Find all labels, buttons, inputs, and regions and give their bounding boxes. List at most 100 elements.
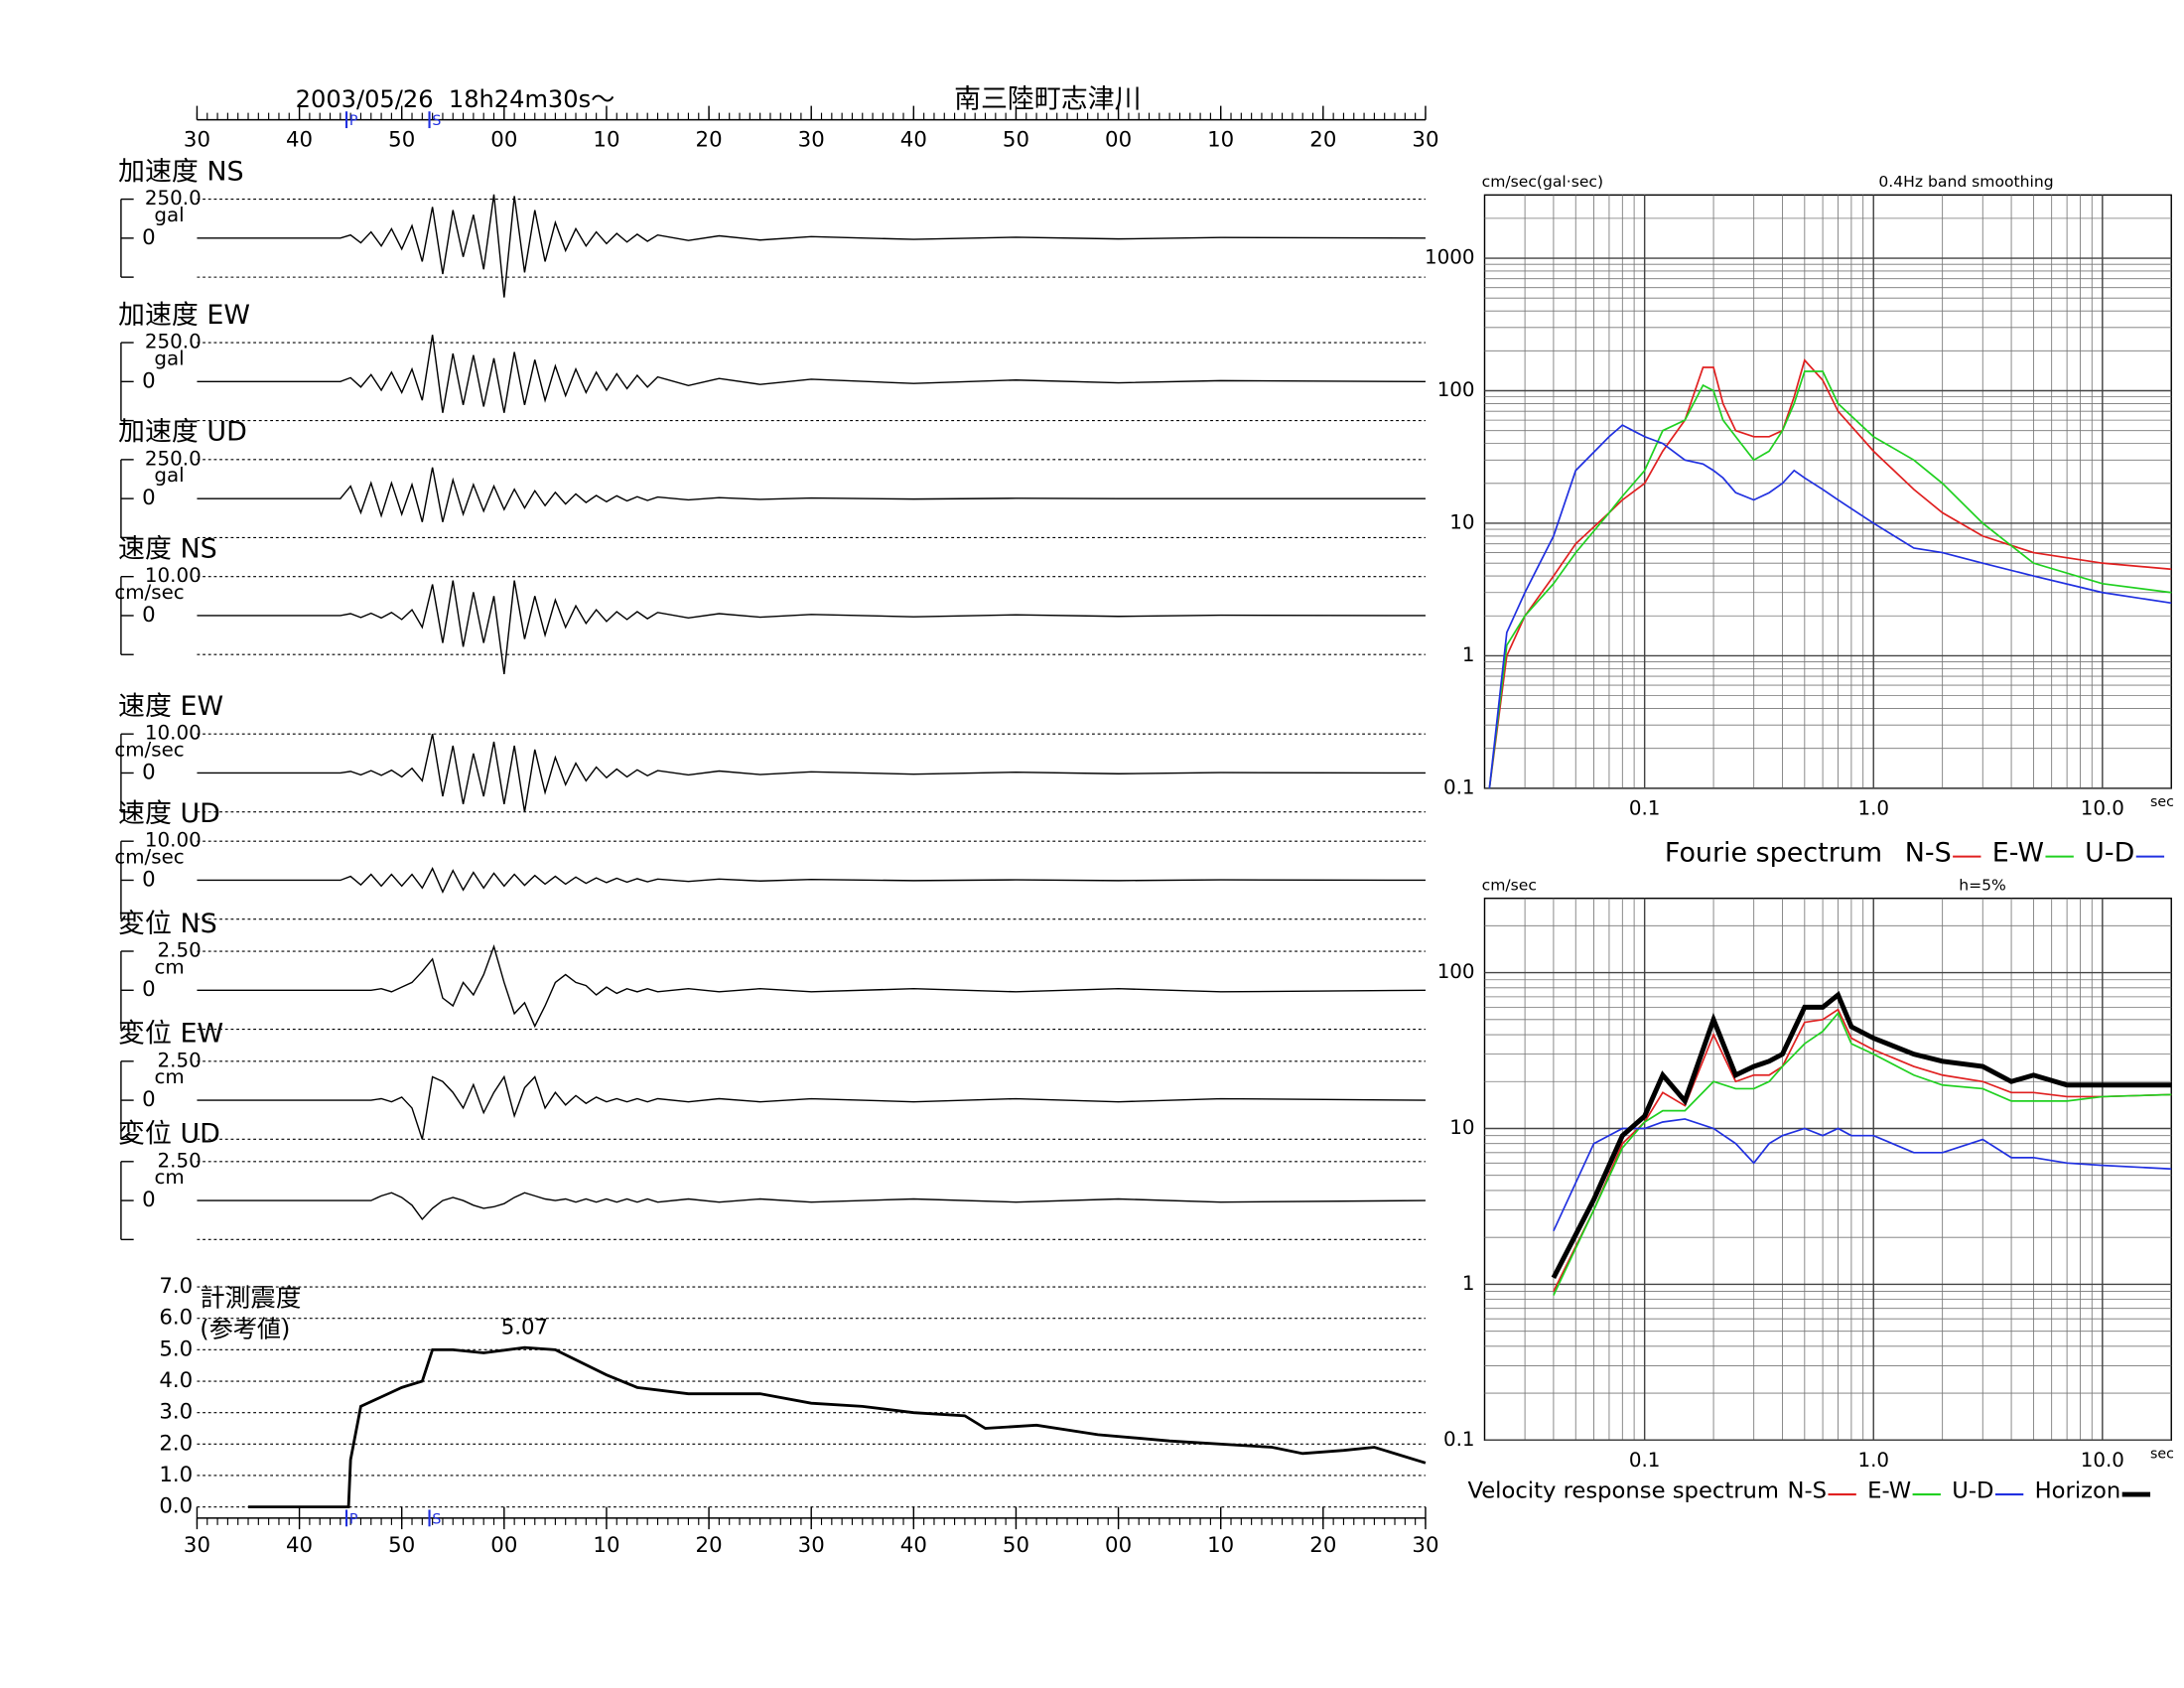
spectrum-line [1488,370,2172,788]
unit-label: cm [154,1166,184,1189]
station-name: 南三陸町志津川 [954,84,1141,115]
y-tick-label: 2.50 [158,1049,202,1071]
record-time: 2003/05/26 18h24m30s～ [296,85,615,113]
x-tick-label: 10 [593,127,619,152]
x-tick-label: 10.0 [2081,797,2124,820]
legend-title: Velocity response spectrum [1467,1478,1779,1504]
x-tick-label: 30 [184,127,210,152]
y-tick-label: 4.0 [159,1367,193,1392]
unit-label: cm/sec [114,581,184,604]
y-tick-label: 2.0 [159,1430,193,1455]
y-tick-label: 100 [1437,960,1475,983]
legend-label: N-S [1905,837,1952,868]
x-tick-label: 30 [798,127,825,152]
legend-label: U-D [1952,1478,1993,1504]
intensity-line [248,1345,1427,1509]
unit-label: gal [154,204,184,226]
y-tick-label: 3.0 [159,1399,193,1424]
x-tick-label: 40 [900,127,927,152]
unit-label: cm [154,1065,184,1088]
trace [197,194,1426,298]
x-tick-label: 50 [388,127,415,152]
x-axis-unit: sec [2150,1446,2174,1462]
x-axis-unit: sec [2150,794,2174,810]
y-tick-label: 10.00 [145,722,202,745]
y-tick-label: 0 [142,1187,156,1211]
x-tick-label: 00 [490,1532,517,1557]
y-tick-label: 0 [142,1086,156,1111]
x-tick-label: 10 [593,1532,619,1557]
trace [197,734,1426,812]
x-tick-label: 10 [1207,127,1234,152]
spectrum-line [1488,358,2172,789]
legend-label: Horizon [2035,1478,2121,1504]
y-tick-label: 0 [142,602,156,627]
smoothing-note: 0.4Hz band smoothing [1878,173,2053,191]
y-axis-label: cm/sec [1482,877,1537,895]
trace-title: 速度 UD [118,798,220,829]
legend-label: E-W [1992,837,2044,868]
x-tick-label: 20 [696,127,723,152]
plot-frame [1483,194,2172,789]
trace [197,943,1426,1029]
spectrum-line [1488,424,2172,788]
phase-label: S [432,1511,441,1527]
unit-label: gal [154,464,184,487]
x-tick-label: 50 [1003,127,1029,152]
trace [197,467,1426,522]
y-tick-label: 6.0 [159,1305,193,1330]
y-tick-label: 1000 [1425,246,1474,269]
unit-label: cm/sec [114,846,184,869]
phase-label: P [349,113,358,129]
trace [197,1192,1426,1221]
y-tick-label: 0 [142,485,156,509]
x-tick-label: 1.0 [1857,1449,1889,1472]
x-tick-label: 0.1 [1629,797,1661,820]
trace-title: 変位 NS [118,909,217,939]
y-tick-label: 0 [142,760,156,784]
trace-title: 変位 UD [118,1119,220,1150]
y-tick-label: 5.0 [159,1336,193,1360]
x-tick-label: 00 [1105,127,1132,152]
y-tick-label: 0 [142,976,156,1001]
legend-label: E-W [1867,1478,1911,1504]
x-tick-label: 10.0 [2081,1449,2124,1472]
y-tick-label: 10.00 [145,564,202,587]
x-tick-label: 20 [696,1532,723,1557]
x-tick-label: 20 [1309,1532,1336,1557]
x-tick-label: 00 [490,127,517,152]
x-tick-label: 40 [900,1532,927,1557]
x-tick-label: 30 [1412,127,1438,152]
y-tick-label: 1 [1462,1272,1475,1295]
legend-title: Fourie spectrum [1665,837,1882,868]
spectrum-line [1553,1118,2172,1232]
trace [197,580,1426,674]
y-tick-label: 10 [1449,511,1474,534]
x-tick-label: 30 [184,1532,210,1557]
y-tick-label: 7.0 [159,1273,193,1298]
legend-label: U-D [2085,837,2134,868]
x-tick-label: 00 [1105,1532,1132,1557]
y-tick-label: 1.0 [159,1462,193,1486]
trace [197,335,1426,413]
trace-title: 速度 NS [118,534,217,565]
unit-label: cm/sec [114,739,184,762]
y-tick-label: 250.0 [145,447,202,470]
intensity-title: 計測震度 [200,1283,301,1313]
trace-title: 加速度 UD [118,417,247,448]
y-tick-label: 2.50 [158,939,202,962]
x-tick-label: 20 [1309,127,1336,152]
smoothing-note: h=5% [1959,877,2006,895]
trace [197,867,1426,894]
x-tick-label: 40 [286,1532,313,1557]
trace [197,1074,1426,1140]
legend-label: N-S [1788,1478,1828,1504]
y-tick-label: 10 [1449,1116,1474,1139]
intensity-subtitle: (参考値) [200,1316,290,1343]
unit-label: cm [154,955,184,978]
y-tick-label: 0.1 [1443,1428,1475,1451]
trace-title: 加速度 EW [118,300,250,331]
y-axis-label: cm/sec(gal·sec) [1482,173,1603,191]
x-tick-label: 1.0 [1857,797,1889,820]
